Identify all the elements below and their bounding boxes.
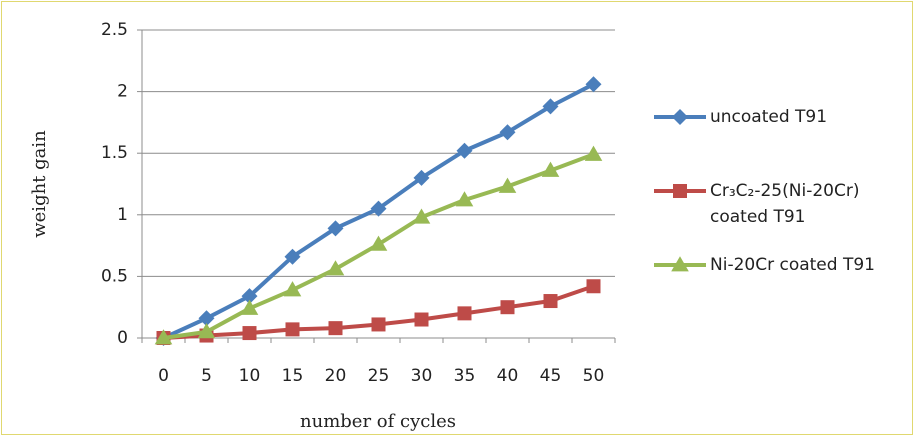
marker	[672, 109, 688, 125]
marker	[328, 321, 343, 336]
legend-swatch	[654, 109, 706, 125]
legend-item: uncoated T91	[650, 104, 880, 130]
marker	[412, 208, 431, 224]
marker	[585, 76, 602, 93]
y-tick-label: 1	[117, 205, 128, 225]
x-tick-label: 10	[239, 366, 261, 386]
legend-label: Cr₃C₂-25(Ni-20Cr) coated T91	[710, 181, 860, 227]
y-tick-label: 2.5	[101, 20, 128, 40]
marker	[283, 281, 302, 297]
marker	[671, 256, 689, 272]
marker	[327, 220, 344, 237]
marker	[240, 299, 259, 315]
marker	[543, 294, 558, 309]
marker	[154, 329, 173, 345]
y-tick-label: 1.5	[101, 143, 128, 163]
marker	[370, 200, 387, 217]
y-tick-label: 0.5	[101, 266, 128, 286]
marker	[242, 326, 257, 341]
y-axis-title: weight gain	[29, 130, 50, 238]
legend-item: Cr₃C₂-25(Ni-20Cr) coated T91	[650, 178, 880, 230]
y-tick-label: 0	[117, 328, 128, 348]
marker	[413, 169, 430, 186]
marker	[241, 288, 258, 305]
legend-label: uncoated T91	[710, 107, 828, 127]
y-tick-label: 2	[117, 82, 128, 102]
marker	[414, 312, 429, 327]
x-tick-label: 5	[201, 366, 212, 386]
x-tick-label: 50	[583, 366, 605, 386]
marker	[498, 177, 517, 193]
marker	[455, 191, 474, 207]
x-tick-label: 35	[454, 366, 476, 386]
marker	[541, 161, 560, 177]
x-tick-label: 0	[158, 366, 169, 386]
legend-label: Ni-20Cr coated T91	[710, 255, 875, 275]
marker	[456, 142, 473, 159]
x-tick-label: 15	[282, 366, 304, 386]
marker	[500, 300, 515, 315]
x-tick-label: 25	[368, 366, 390, 386]
marker	[499, 124, 516, 141]
marker	[457, 306, 472, 321]
marker	[371, 317, 386, 332]
marker	[369, 235, 388, 251]
x-tick-label: 30	[411, 366, 433, 386]
marker	[326, 260, 345, 276]
x-axis-title: number of cycles	[300, 411, 456, 432]
marker	[284, 248, 301, 265]
legend-item: Ni-20Cr coated T91	[650, 252, 880, 278]
x-tick-label: 20	[325, 366, 347, 386]
legend-swatch	[654, 256, 706, 272]
marker	[198, 310, 215, 327]
marker	[584, 145, 603, 161]
x-tick-label: 40	[497, 366, 519, 386]
legend-swatch	[654, 184, 706, 198]
x-tick-label: 45	[540, 366, 562, 386]
marker	[285, 322, 300, 337]
marker	[197, 323, 216, 339]
marker	[586, 279, 601, 294]
marker	[673, 184, 687, 198]
marker	[542, 98, 559, 115]
